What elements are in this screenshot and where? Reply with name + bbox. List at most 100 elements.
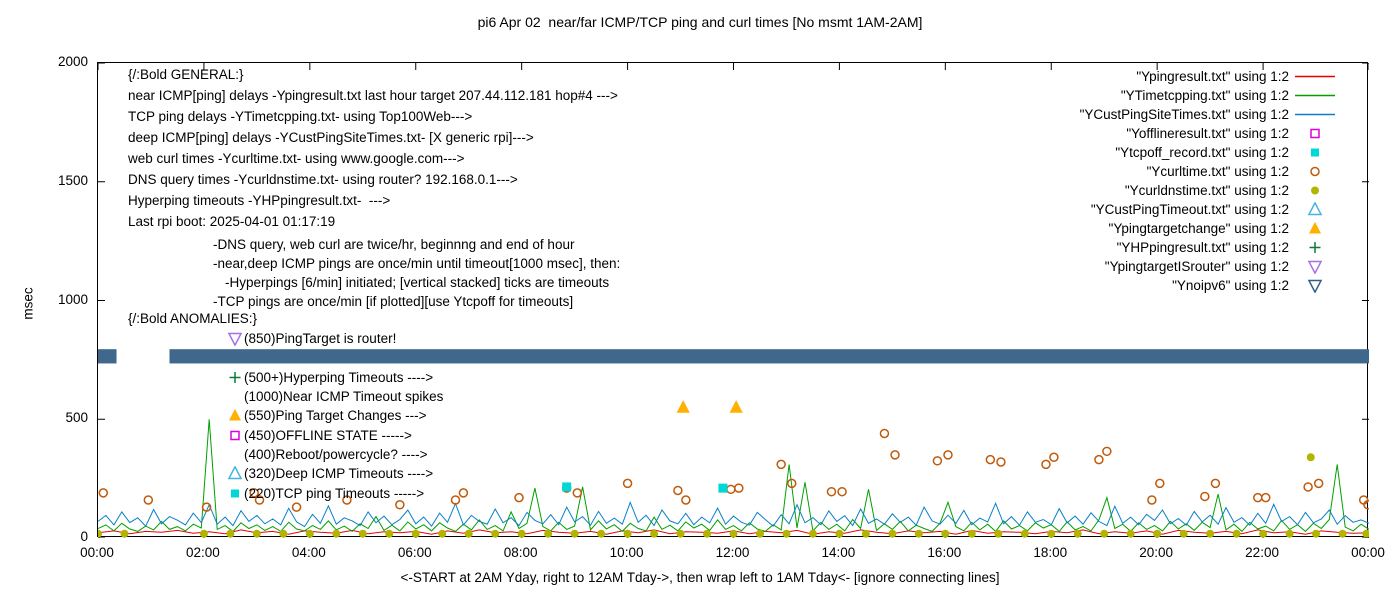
- legend-label: "Yofflineresult.txt" using 1:2: [1126, 126, 1289, 141]
- anomaly-text: (220)TCP ping Timeouts ----->: [244, 485, 425, 501]
- triangle-down-open-marker-icon: [1307, 279, 1323, 293]
- general-annotation-line: Last rpi boot: 2025-04-01 01:17:19: [128, 214, 336, 229]
- triangle-up-open-anomaly-marker: [228, 466, 244, 481]
- plus-anomaly-marker: [228, 370, 244, 385]
- general-note-line: -DNS query, web curl are twice/hr, begin…: [213, 237, 575, 252]
- x-tick-label: 10:00: [609, 545, 644, 560]
- legend-label: "YCustPingTimeout.txt" using 1:2: [1090, 202, 1289, 217]
- x-tick-label: 14:00: [821, 545, 856, 560]
- general-annotation-line: deep ICMP[ping] delays -YCustPingSiteTim…: [128, 130, 534, 145]
- legend-entry: "Ypingresult.txt" using 1:2: [1080, 67, 1341, 86]
- plot-area: {/:Bold GENERAL:} near ICMP[ping] delays…: [97, 62, 1369, 538]
- general-annotation-line: near ICMP[ping] delays -Ypingresult.txt …: [128, 88, 618, 103]
- line-YCustPingSiteTimes: [98, 500, 1369, 528]
- noipv6-band: [98, 349, 117, 364]
- legend-entry: "YTimetcpping.txt" using 1:2: [1080, 86, 1341, 105]
- line-marker-icon: [1295, 94, 1335, 97]
- plus-marker-icon: [1309, 242, 1321, 253]
- legend-label: "YCustPingSiteTimes.txt" using 1:2: [1079, 107, 1289, 122]
- legend-label: "Ycurltime.txt" using 1:2: [1146, 164, 1289, 179]
- y-tick-label: 1500: [57, 172, 88, 188]
- y-tick-label: 500: [65, 410, 88, 426]
- legend-label: "YTimetcpping.txt" using 1:2: [1120, 88, 1289, 103]
- general-annotation-block: {/:Bold GENERAL:} near ICMP[ping] delays…: [128, 67, 618, 235]
- square-open-marker-icon: [1310, 128, 1320, 139]
- anomaly-text: (450)OFFLINE STATE ----->: [244, 427, 412, 443]
- x-tick-label: 12:00: [715, 545, 750, 560]
- anomaly-text: (400)Reboot/powercycle? ---->: [244, 446, 428, 462]
- general-annotation-line: TCP ping delays -YTimetcpping.txt- using…: [128, 109, 473, 124]
- scatter-Ycurldnstime: [98, 453, 1369, 538]
- square-filled-anomaly-marker: [228, 486, 244, 501]
- anomaly-text: (850)PingTarget is router!: [244, 331, 397, 347]
- legend-entry: "YpingtargetISrouter" using 1:2: [1080, 257, 1341, 276]
- legend: "Ypingresult.txt" using 1:2 "YTimetcpping…: [1080, 67, 1341, 295]
- legend-label: "YHPpingresult.txt" using 1:2: [1116, 240, 1289, 255]
- triangle-up-filled-anomaly-marker: [228, 408, 244, 423]
- legend-entry: "Ytcpoff_record.txt" using 1:2: [1080, 143, 1341, 162]
- line-marker-icon: [1295, 113, 1335, 116]
- legend-entry: "Ypingtargetchange" using 1:2: [1080, 219, 1341, 238]
- legend-label: "YpingtargetISrouter" using 1:2: [1104, 259, 1289, 274]
- triangle-up-open-marker-icon: [1307, 202, 1323, 216]
- triangle-up-filled-marker-icon: [1308, 221, 1322, 234]
- general-annotation-line: Hyperping timeouts -YHPpingresult.txt- -…: [128, 193, 391, 208]
- x-tick-label: 16:00: [927, 545, 962, 560]
- y-axis-label: msec: [20, 287, 36, 320]
- anomaly-text: (500+)Hyperping Timeouts ---->: [244, 369, 434, 385]
- anomalies-heading: {/:Bold ANOMALIES:}: [128, 311, 258, 326]
- general-annotation-line: web curl times -Ycurltime.txt- using www…: [128, 151, 465, 166]
- line-YTimetcpping: [98, 419, 1369, 533]
- general-heading: {/:Bold GENERAL:}: [128, 67, 244, 82]
- plot-canvas: [98, 63, 1369, 538]
- x-tick-label: 00:00: [1351, 545, 1385, 560]
- x-tick-label: 18:00: [1033, 545, 1068, 560]
- y-tick-label: 2000: [57, 54, 88, 69]
- x-tick-label: 04:00: [291, 545, 326, 560]
- scatter-Ypingtargetchange: [676, 400, 743, 413]
- legend-entry: "Ycurldnstime.txt" using 1:2: [1080, 181, 1341, 200]
- x-tick-label: 00:00: [80, 545, 114, 560]
- circle-open-marker-icon: [1310, 166, 1320, 177]
- anomaly-text: (550)Ping Target Changes --->: [244, 408, 427, 424]
- x-axis-label: <-START at 2AM Yday, right to 12AM Tday-…: [400, 570, 1000, 585]
- legend-entry: "Yofflineresult.txt" using 1:2: [1080, 124, 1341, 143]
- anomalies-list: (850)PingTarget is router! (500+)Hyperpin…: [228, 329, 443, 503]
- legend-label: "Ypingtargetchange" using 1:2: [1108, 221, 1289, 236]
- general-note-line: -near,deep ICMP pings are once/min until…: [213, 256, 621, 271]
- noipv6-band: [169, 349, 1369, 364]
- legend-entry: "YCustPingTimeout.txt" using 1:2: [1080, 200, 1341, 219]
- general-notes-block: -DNS query, web curl are twice/hr, begin…: [213, 237, 620, 313]
- anomaly-text: (320)Deep ICMP Timeouts ---->: [244, 466, 434, 482]
- anomaly-item: [228, 348, 443, 367]
- general-note-line: -Hyperpings [6/min] initiated; [vertical…: [225, 275, 610, 290]
- anomaly-item: (220)TCP ping Timeouts ----->: [228, 483, 443, 502]
- legend-entry: "Ycurltime.txt" using 1:2: [1080, 162, 1341, 181]
- x-tick-label: 06:00: [397, 545, 432, 560]
- general-annotation-line: DNS query times -Ycurldnstime.txt- using…: [128, 172, 518, 187]
- legend-label: "Ytcpoff_record.txt" using 1:2: [1115, 145, 1289, 160]
- x-tick-label: 20:00: [1139, 545, 1174, 560]
- x-tick-label: 22:00: [1245, 545, 1279, 560]
- legend-entry: "YCustPingSiteTimes.txt" using 1:2: [1080, 105, 1341, 124]
- circle-filled-marker-icon: [1311, 186, 1319, 195]
- anomaly-item: (400)Reboot/powercycle? ---->: [228, 445, 443, 464]
- legend-entry: "YHPpingresult.txt" using 1:2: [1080, 238, 1341, 257]
- anomaly-text: (1000)Near ICMP Timeout spikes: [244, 389, 444, 405]
- anomaly-item: (550)Ping Target Changes --->: [228, 406, 443, 425]
- anomaly-item: (500+)Hyperping Timeouts ---->: [228, 368, 443, 387]
- x-tick-label: 02:00: [186, 545, 220, 560]
- legend-label: "Ypingresult.txt" using 1:2: [1136, 69, 1289, 84]
- legend-entry: "Ynoipv6" using 1:2: [1080, 276, 1341, 295]
- anomaly-item: (450)OFFLINE STATE ----->: [228, 425, 443, 444]
- anomaly-item: (1000)Near ICMP Timeout spikes: [228, 387, 443, 406]
- y-tick-label: 1000: [57, 291, 88, 307]
- line-marker-icon: [1295, 75, 1335, 78]
- x-tick-label: 08:00: [503, 545, 538, 560]
- anomaly-item: (850)PingTarget is router!: [228, 329, 443, 348]
- legend-label: "Ynoipv6" using 1:2: [1172, 278, 1289, 293]
- scatter-Ytcpoff_record: [562, 482, 728, 493]
- triangle-down-open-marker-icon: [1307, 260, 1323, 274]
- legend-label: "Ycurldnstime.txt" using 1:2: [1124, 183, 1289, 198]
